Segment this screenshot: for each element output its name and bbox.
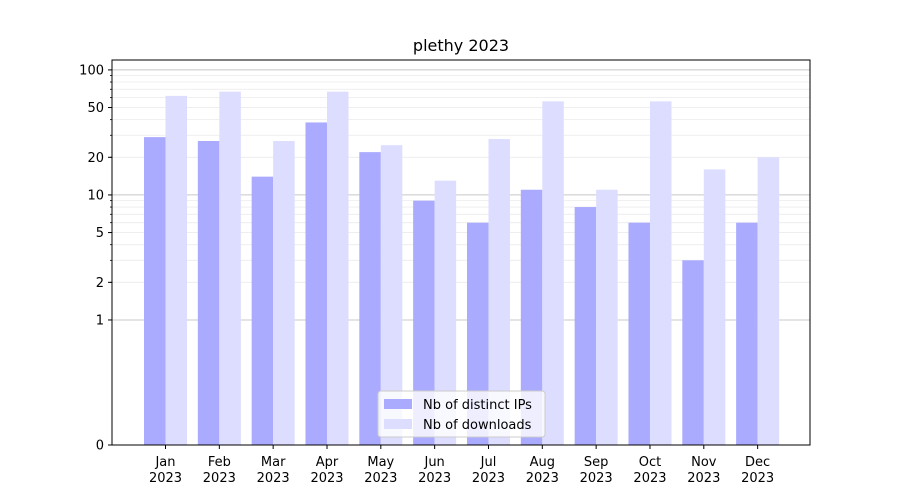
y-tick-label: 20 bbox=[87, 151, 104, 166]
bar-downloads bbox=[757, 157, 780, 445]
x-tick-label-line: Feb bbox=[208, 455, 231, 470]
x-tick-label-line: 2023 bbox=[364, 471, 397, 486]
x-tick-label-line: 2023 bbox=[257, 471, 290, 486]
y-tick-label: 2 bbox=[96, 276, 104, 291]
x-tick-label: May 2023 bbox=[364, 455, 397, 486]
legend-box bbox=[377, 390, 546, 438]
legend-swatch bbox=[384, 399, 412, 409]
x-tick-label-line: Mar bbox=[261, 455, 286, 470]
x-tick-label: Jun 2023 bbox=[418, 455, 451, 486]
bar-downloads bbox=[273, 140, 295, 445]
x-tick-label-line: 2023 bbox=[310, 471, 343, 486]
bar-downloads bbox=[649, 101, 672, 445]
y-tick-label: 5 bbox=[96, 226, 104, 241]
x-tick-label-line: 2023 bbox=[418, 471, 451, 486]
y-tick-label: 100 bbox=[79, 63, 104, 78]
plot-area-frame bbox=[111, 59, 811, 446]
x-tick-label: Dec 2023 bbox=[741, 455, 774, 486]
x-tick-label: Jan 2023 bbox=[149, 455, 182, 486]
bar-distinct-ips bbox=[197, 140, 220, 445]
x-tick-label-line: 2023 bbox=[741, 471, 774, 486]
x-tick-label-line: May bbox=[367, 455, 394, 470]
x-tick-label-line: 2023 bbox=[203, 471, 236, 486]
bar-distinct-ips bbox=[736, 222, 758, 445]
bar-distinct-ips bbox=[682, 260, 704, 445]
x-tick-label-line: Dec bbox=[745, 455, 770, 470]
bar-distinct-ips bbox=[413, 200, 435, 445]
x-tick-label-line: Sep bbox=[584, 455, 609, 470]
x-tick-label: Sep 2023 bbox=[580, 455, 613, 486]
bar-downloads bbox=[165, 95, 187, 446]
legend: Nb of distinct IPs Nb of downloads bbox=[377, 390, 546, 438]
x-tick-label: Feb 2023 bbox=[203, 455, 236, 486]
bar-distinct-ips bbox=[305, 122, 327, 445]
x-tick-label-line: Jan bbox=[154, 455, 175, 470]
bar-distinct-ips bbox=[574, 207, 597, 445]
y-tick-label: 0 bbox=[96, 439, 104, 454]
x-tick-label-line: Jun bbox=[423, 455, 444, 470]
bar-distinct-ips bbox=[251, 176, 274, 445]
chart-title: plethy 2023 bbox=[413, 36, 509, 55]
x-tick-label-line: 2023 bbox=[633, 471, 666, 486]
bar-distinct-ips bbox=[359, 152, 381, 445]
bar-distinct-ips bbox=[628, 222, 650, 445]
legend-label: Nb of downloads bbox=[423, 418, 532, 433]
x-tick-label: Apr 2023 bbox=[310, 455, 343, 486]
bar-downloads bbox=[542, 101, 564, 445]
y-axis: 0 1 2 5 10 20 50 100 bbox=[79, 63, 112, 454]
x-tick-label: Aug 2023 bbox=[526, 455, 559, 486]
x-tick-label-line: 2023 bbox=[687, 471, 720, 486]
x-tick-label-line: 2023 bbox=[526, 471, 559, 486]
x-tick-label-line: Apr bbox=[316, 455, 339, 470]
bar-distinct-ips bbox=[144, 137, 166, 445]
x-tick-label-line: Oct bbox=[639, 455, 661, 470]
x-tick-label: Mar 2023 bbox=[257, 455, 290, 486]
bar-downloads bbox=[380, 145, 403, 445]
bar-distinct-ips bbox=[520, 189, 543, 445]
x-tick-label: Oct 2023 bbox=[633, 455, 666, 486]
bar-downloads bbox=[596, 189, 618, 445]
x-tick-label-line: Nov bbox=[691, 455, 717, 470]
bar-downloads bbox=[703, 169, 726, 445]
x-tick-label: Jul 2023 bbox=[472, 455, 505, 486]
y-tick-label: 10 bbox=[87, 188, 104, 203]
x-tick-label-line: 2023 bbox=[149, 471, 182, 486]
y-tick-label: 50 bbox=[87, 101, 104, 116]
bar-downloads bbox=[434, 180, 457, 445]
x-tick-label-line: 2023 bbox=[580, 471, 613, 486]
legend-label: Nb of distinct IPs bbox=[423, 398, 532, 413]
bar-downloads bbox=[488, 139, 510, 445]
y-tick-label: 1 bbox=[96, 313, 104, 328]
x-tick-label-line: 2023 bbox=[472, 471, 505, 486]
bar-downloads bbox=[219, 91, 241, 445]
x-tick-label: Nov 2023 bbox=[687, 455, 720, 486]
bars bbox=[144, 91, 780, 446]
bar-downloads bbox=[326, 91, 349, 445]
bar-distinct-ips bbox=[466, 222, 489, 445]
x-tick-label-line: Jul bbox=[480, 455, 497, 470]
legend-swatch bbox=[384, 419, 412, 429]
x-tick-label-line: Aug bbox=[530, 455, 555, 470]
